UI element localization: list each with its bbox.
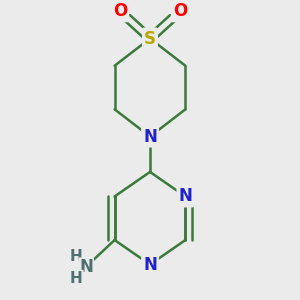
Text: H: H	[70, 271, 83, 286]
Text: S: S	[144, 29, 156, 47]
Text: O: O	[113, 2, 127, 20]
Text: N: N	[178, 188, 192, 206]
Text: N: N	[143, 256, 157, 274]
Text: H: H	[70, 249, 83, 264]
Text: N: N	[79, 258, 93, 276]
Text: O: O	[173, 2, 187, 20]
Text: N: N	[143, 128, 157, 146]
